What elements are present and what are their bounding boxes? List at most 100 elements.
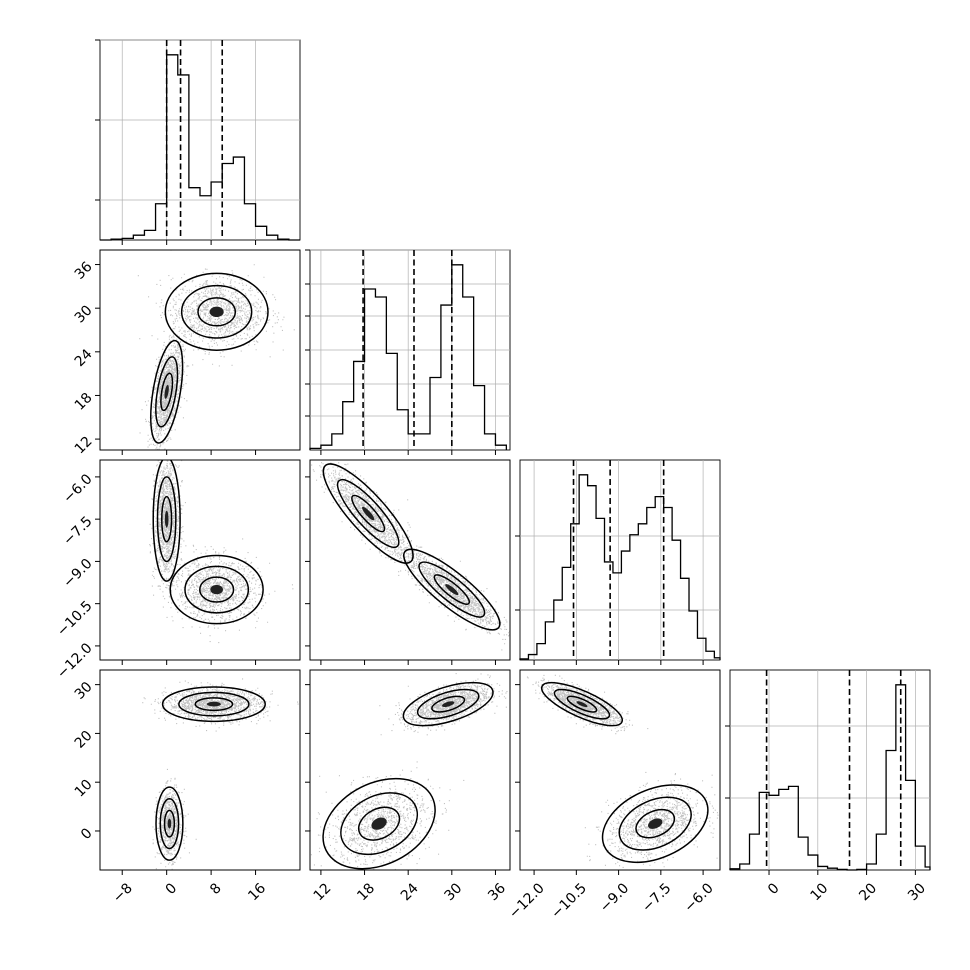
contour-level-1 — [178, 691, 250, 717]
histogram-step — [729, 684, 931, 871]
contour-level-1 — [336, 478, 400, 549]
x-tick-label: −10.5 — [548, 880, 590, 922]
y-tick-label: 20 — [72, 728, 96, 752]
x-tick-label: 0 — [163, 880, 181, 898]
scatter-points — [310, 673, 510, 870]
contour-level-2 — [197, 297, 237, 327]
y-tick-label: 0 — [78, 825, 96, 843]
contour-level-0 — [540, 681, 623, 727]
x-tick-label: 36 — [485, 880, 509, 904]
panel-content — [526, 674, 719, 870]
x-tick-label: 24 — [398, 880, 422, 904]
contour-level-0 — [322, 777, 436, 870]
panel-frame — [519, 459, 721, 661]
histogram-step — [519, 474, 721, 660]
contour-level-1 — [159, 798, 180, 850]
panel-border — [519, 669, 721, 871]
x-tick-label: 12 — [311, 880, 335, 904]
panel-border — [309, 669, 511, 871]
contour-level-2 — [357, 806, 401, 841]
y-tick-label: 24 — [72, 346, 96, 370]
panel-frame — [99, 249, 301, 451]
contour-level-1 — [180, 284, 253, 339]
density-core — [206, 701, 221, 707]
panel-content — [310, 673, 510, 870]
histogram-panel-3: 0 10 20 30 — [725, 669, 931, 904]
y-tick-label: 18 — [72, 390, 96, 414]
scatter-panel-3-0: 0 10 20 30 −8 0 8 16 — [72, 669, 301, 906]
contour-level-2 — [351, 494, 386, 533]
contour-level-2 — [566, 695, 598, 713]
panel-border — [99, 669, 301, 871]
x-tick-label: −7.5 — [639, 880, 674, 915]
scatter-points — [137, 250, 295, 450]
density-core — [209, 306, 224, 318]
y-tick-label: −6.0 — [60, 471, 95, 506]
contour-level-0 — [601, 784, 709, 864]
density-core — [362, 506, 375, 521]
histogram-panel-2 — [515, 459, 721, 665]
y-tick-label: 10 — [72, 777, 96, 801]
panel-border — [309, 459, 511, 661]
contour-level-0 — [403, 548, 501, 631]
x-tick-label: 16 — [245, 880, 269, 904]
x-tick-label: 30 — [905, 880, 929, 904]
x-tick-label: 8 — [207, 880, 225, 898]
contour-level-2 — [431, 695, 466, 713]
x-tick-label: 0 — [765, 880, 783, 898]
contour-level-1 — [156, 476, 177, 563]
contour-level-2 — [635, 808, 676, 839]
y-tick-label: −10.5 — [54, 598, 96, 640]
y-tick-label: −7.5 — [60, 513, 95, 548]
scatter-panel-3-2: −12.0 −10.5 −9.0 −7.5 −6.0 — [506, 669, 721, 922]
density-core — [442, 701, 455, 708]
panel-frame — [309, 669, 511, 871]
y-tick-label: 12 — [72, 433, 96, 457]
scatter-panel-1-0: 12 18 24 30 36 — [72, 249, 301, 457]
x-tick-label: 10 — [807, 880, 831, 904]
contour-level-1 — [155, 356, 179, 428]
contour-level-2 — [199, 576, 235, 603]
contour-level-0 — [402, 681, 494, 727]
contour-level-1 — [618, 796, 692, 851]
contour-level-0 — [161, 686, 266, 723]
y-tick-label: −12.0 — [54, 640, 96, 682]
density-core — [576, 701, 588, 708]
panel-content — [149, 460, 294, 644]
y-tick-label: 30 — [72, 303, 96, 327]
panel-frame — [99, 459, 301, 661]
histogram-panel-0 — [95, 39, 301, 245]
panel-border — [99, 249, 301, 451]
contour-level-2 — [433, 574, 471, 605]
panel-border — [99, 459, 301, 661]
scatter-panel-3-1: 12 18 24 30 36 — [305, 669, 511, 904]
x-tick-label: −6.0 — [681, 880, 716, 915]
contour-level-0 — [150, 339, 184, 444]
panel-frame — [729, 669, 931, 871]
density-core — [164, 384, 169, 399]
contour-level-0 — [152, 460, 181, 582]
panel-frame — [99, 669, 301, 871]
contour-level-0 — [155, 786, 184, 861]
histogram-step — [309, 264, 508, 450]
contour-level-0 — [169, 554, 264, 625]
panel-content — [137, 250, 295, 450]
density-core — [210, 584, 223, 595]
contour-level-0 — [164, 272, 269, 351]
contour-level-2 — [161, 495, 173, 543]
density-core — [164, 510, 169, 528]
density-core — [445, 584, 459, 596]
density-core — [167, 818, 172, 829]
x-tick-label: 20 — [856, 880, 880, 904]
panel-content — [311, 460, 510, 651]
contour-level-1 — [340, 792, 419, 856]
histogram-step — [100, 54, 300, 241]
y-tick-label: −9.0 — [60, 556, 95, 591]
x-tick-label: −9.0 — [597, 880, 632, 915]
panel-content — [142, 678, 299, 870]
x-tick-label: 18 — [354, 880, 378, 904]
x-tick-label: 30 — [442, 880, 466, 904]
x-tick-label: −8 — [110, 880, 136, 906]
density-core — [648, 818, 663, 829]
